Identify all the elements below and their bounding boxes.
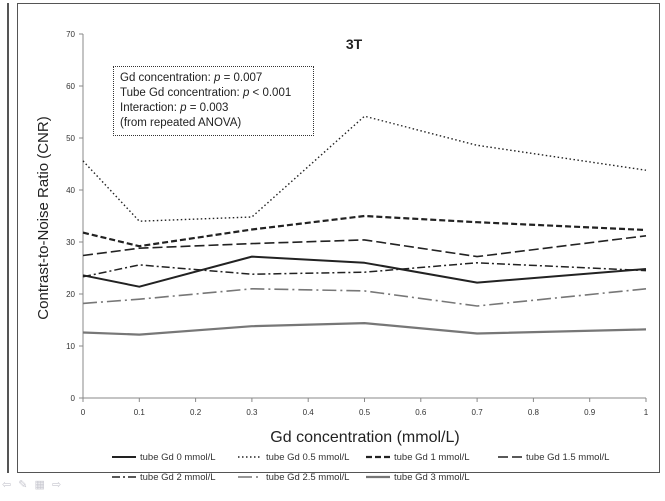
y-tick-label: 50 — [66, 134, 75, 143]
x-tick-label: 0.6 — [415, 408, 427, 417]
series-line-6 — [82, 322, 647, 336]
x-tick-label: 1 — [644, 408, 649, 417]
legend-label-4: tube Gd 2 mmol/L — [140, 472, 216, 483]
series-line-4 — [82, 262, 647, 278]
x-tick-label: 0.1 — [134, 408, 146, 417]
x-tick-label: 0.7 — [472, 408, 484, 417]
left-divider — [7, 3, 9, 473]
x-tick-label: 0 — [81, 408, 86, 417]
chart-frame — [17, 3, 660, 473]
axes: 0 10 20 30 40 50 60 70 0 0.1 0.2 0.3 0.4 0.5 0.6 0.7 0.8… — [66, 30, 649, 417]
legend-label-1: tube Gd 0.5 mmol/L — [266, 452, 349, 463]
y-tick-label: 0 — [71, 394, 76, 403]
legend-label-6: tube Gd 3 mmol/L — [394, 472, 470, 483]
y-tick-label: 60 — [66, 82, 75, 91]
series-line-1 — [82, 115, 647, 222]
y-tick-label: 40 — [66, 186, 75, 195]
slide-navigation-icons[interactable]: ⇦ ✎ ▦ ⇨ — [2, 479, 64, 491]
x-tick-label: 0.9 — [584, 408, 596, 417]
y-axis-label: Contrast-to-Noise Ratio (CNR) — [35, 116, 52, 319]
x-tick-label: 0.2 — [190, 408, 202, 417]
series-layer — [82, 115, 647, 336]
annotation-line-tube-gd: Tube Gd concentration: p < 0.001 — [120, 87, 292, 99]
annotation-line-gd: Gd concentration: p = 0.007 — [120, 72, 263, 84]
x-tick-label: 0.8 — [528, 408, 540, 417]
y-tick-label: 20 — [66, 290, 75, 299]
series-line-2 — [82, 214, 647, 248]
legend-label-3: tube Gd 1.5 mmol/L — [526, 452, 609, 463]
x-axis-label: Gd concentration (mmol/L) — [270, 429, 459, 446]
x-tick-label: 0.5 — [359, 408, 371, 417]
series-line-0 — [82, 255, 647, 288]
annotation-line-source: (from repeated ANOVA) — [120, 117, 242, 129]
x-tick-label: 0.4 — [303, 408, 315, 417]
legend-label-0: tube Gd 0 mmol/L — [140, 452, 216, 463]
legend-label-2: tube Gd 1 mmol/L — [394, 452, 470, 463]
legend-label-5: tube Gd 2.5 mmol/L — [266, 472, 349, 483]
series-line-5 — [82, 287, 647, 307]
y-tick-label: 70 — [66, 30, 75, 39]
series-line-3 — [82, 235, 647, 258]
chart-title: 3T — [346, 36, 363, 52]
x-tick-label: 0.3 — [246, 408, 258, 417]
legend: tube Gd 0 mmol/L tube Gd 0.5 mmol/L tube G… — [112, 452, 609, 483]
annotation-line-interaction: Interaction: p = 0.003 — [120, 102, 229, 114]
y-tick-label: 30 — [66, 238, 75, 247]
statistics-annotation: Gd concentration: p = 0.007 Tube Gd conc… — [113, 66, 314, 136]
y-tick-label: 10 — [66, 342, 75, 351]
